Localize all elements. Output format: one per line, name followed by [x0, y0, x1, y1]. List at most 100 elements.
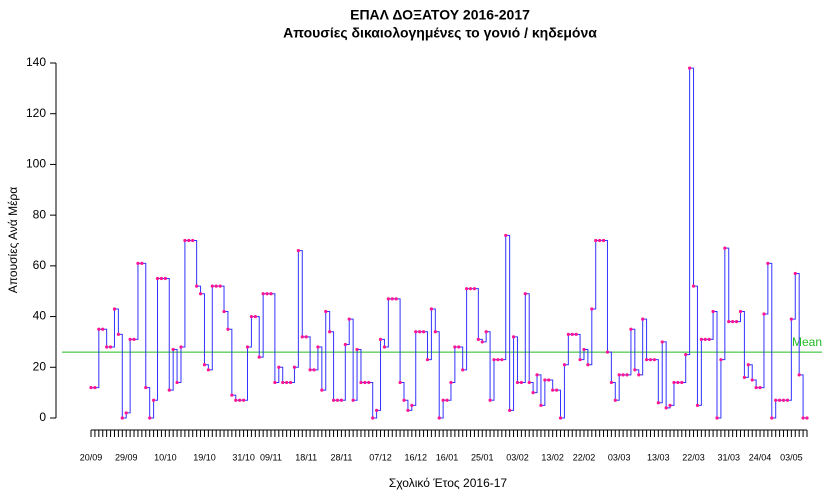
point: [253, 314, 257, 319]
point: [535, 373, 539, 377]
point: [492, 358, 496, 362]
point: [214, 284, 218, 288]
point: [445, 398, 449, 402]
point: [241, 398, 246, 402]
point: [163, 276, 167, 281]
point: [488, 398, 492, 402]
point: [316, 345, 320, 349]
point: [613, 398, 617, 402]
point: [468, 287, 473, 291]
point: [711, 309, 715, 314]
point: [116, 332, 120, 336]
point: [371, 416, 375, 420]
point: [688, 66, 692, 70]
point: [132, 337, 136, 341]
x-tick-label: 18/11: [295, 452, 317, 462]
point: [421, 330, 426, 334]
point: [719, 358, 723, 362]
point: [328, 330, 332, 334]
point: [140, 261, 144, 265]
x-tick-label: 03/03: [608, 452, 631, 462]
point: [202, 363, 207, 367]
point: [770, 416, 774, 420]
point: [441, 398, 445, 402]
mean-label: Mean: [792, 335, 822, 349]
y-tick-label: 20: [33, 359, 47, 373]
point: [578, 358, 582, 362]
point: [394, 297, 398, 301]
point: [429, 307, 433, 311]
point: [312, 368, 316, 372]
point: [159, 276, 164, 281]
x-tick-label: 13/03: [647, 452, 670, 462]
point: [695, 403, 700, 407]
point: [684, 353, 688, 357]
point: [734, 320, 739, 324]
point: [355, 347, 359, 352]
point: [93, 385, 97, 390]
point: [171, 347, 175, 352]
x-tick-label: 16/01: [436, 452, 459, 462]
point: [277, 365, 281, 369]
point: [511, 335, 516, 339]
point: [167, 388, 171, 392]
point: [238, 398, 242, 402]
point: [629, 327, 633, 331]
point: [508, 408, 512, 412]
point: [152, 398, 156, 402]
point: [789, 317, 793, 321]
y-tick-label: 80: [33, 207, 47, 221]
x-tick-label: 07/12: [369, 452, 392, 462]
point: [402, 398, 406, 402]
point: [703, 337, 707, 341]
point: [425, 358, 430, 362]
point: [707, 337, 711, 341]
point: [793, 271, 797, 276]
x-tick-label: 19/10: [193, 452, 216, 462]
point: [781, 398, 786, 402]
point: [300, 335, 304, 339]
point: [406, 408, 410, 412]
point: [175, 380, 179, 385]
point: [543, 378, 547, 382]
point: [386, 297, 390, 301]
point: [390, 297, 394, 301]
point: [515, 380, 520, 385]
point: [785, 398, 790, 402]
point: [621, 373, 625, 377]
point: [633, 368, 637, 372]
point: [398, 380, 402, 385]
point: [605, 350, 610, 354]
point: [715, 416, 719, 420]
point: [378, 337, 383, 341]
x-tick-label: 16/12: [404, 452, 427, 462]
x-tick-label: 31/10: [232, 452, 255, 462]
point: [762, 312, 766, 316]
step-line: [91, 67, 807, 419]
point: [656, 401, 660, 405]
point: [198, 292, 203, 296]
point: [308, 368, 312, 372]
point: [758, 385, 762, 390]
point: [641, 317, 645, 321]
point: [410, 403, 414, 407]
point: [112, 307, 117, 311]
point: [472, 287, 477, 291]
point: [500, 358, 504, 362]
point: [148, 416, 152, 420]
point: [101, 327, 105, 331]
point: [257, 355, 261, 359]
point: [731, 320, 735, 324]
x-tick-label: 13/02: [541, 452, 564, 462]
point: [155, 276, 160, 281]
point: [754, 385, 758, 390]
point: [465, 287, 469, 291]
point: [183, 238, 187, 243]
point: [778, 398, 782, 402]
point: [699, 337, 703, 341]
point: [797, 373, 801, 377]
y-tick-label: 120: [26, 106, 46, 120]
point: [676, 380, 680, 385]
point: [363, 380, 367, 385]
point: [457, 345, 461, 349]
